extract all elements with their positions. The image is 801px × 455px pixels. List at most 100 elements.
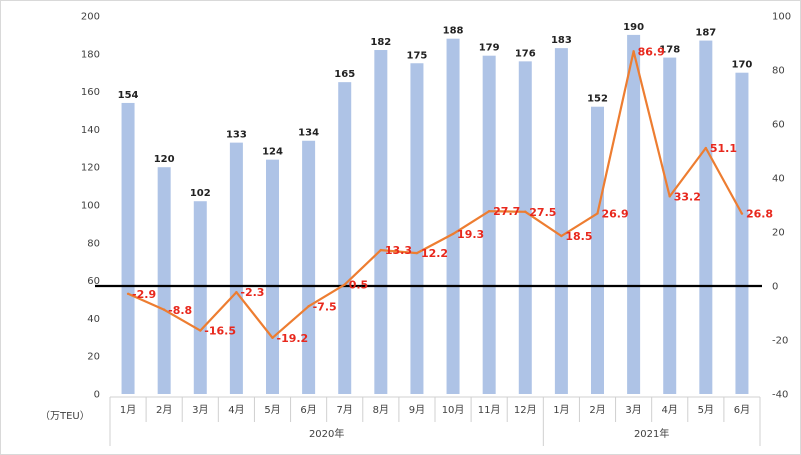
line-value-label: 51.1 bbox=[710, 142, 737, 155]
bar bbox=[446, 38, 460, 395]
line-value-label: 12.2 bbox=[421, 247, 448, 260]
y-right-tick-label: 60 bbox=[772, 120, 785, 131]
x-tick-label: 12月 bbox=[514, 404, 537, 416]
bar-value-label: 176 bbox=[515, 48, 536, 59]
bar bbox=[121, 102, 135, 394]
bar-value-label: 133 bbox=[226, 130, 247, 141]
line-point bbox=[632, 50, 635, 53]
x-tick-label: 7月 bbox=[337, 404, 353, 416]
line-point bbox=[524, 210, 527, 213]
bar bbox=[266, 159, 279, 394]
y-right-tick-label: 100 bbox=[772, 12, 791, 23]
y-left-tick-label: 20 bbox=[87, 352, 100, 363]
unit-label: （万TEU） bbox=[40, 410, 90, 422]
y-right-tick-label: -20 bbox=[772, 336, 788, 347]
y-left-tick-label: 120 bbox=[81, 163, 100, 174]
line-point bbox=[704, 146, 708, 150]
x-tick-label: 2月 bbox=[156, 404, 172, 416]
line-value-label: -16.5 bbox=[204, 325, 236, 338]
y-left-tick-label: 80 bbox=[87, 238, 100, 249]
bar bbox=[410, 63, 424, 394]
bar-value-label: 178 bbox=[659, 45, 680, 56]
bar bbox=[482, 55, 496, 394]
y-left-tick-label: 180 bbox=[81, 49, 100, 60]
axes-group: 0 20 40 60 80 100 120 140 160 180 200 -40 -20 0 20 40 60… bbox=[81, 12, 791, 446]
bar-value-label: 190 bbox=[623, 22, 644, 33]
bar bbox=[663, 57, 677, 395]
growth-line bbox=[127, 50, 743, 339]
line-value-label: 18.5 bbox=[565, 230, 592, 243]
y-left-tick-label: 100 bbox=[81, 201, 100, 212]
line-point bbox=[740, 212, 744, 215]
bar bbox=[627, 34, 641, 395]
line-value-label: 27.5 bbox=[529, 206, 556, 219]
line-value-label: 26.8 bbox=[746, 208, 773, 221]
bar-value-label: 175 bbox=[407, 50, 428, 61]
line-value-label: 26.9 bbox=[602, 207, 629, 220]
line-point bbox=[199, 329, 202, 332]
bar bbox=[229, 142, 243, 394]
x-tick-label: 5月 bbox=[698, 404, 714, 416]
bar bbox=[157, 167, 171, 394]
line-point bbox=[487, 210, 491, 213]
y-left-tick-label: 200 bbox=[81, 12, 100, 23]
line-value-label: -7.5 bbox=[313, 300, 337, 313]
line-point bbox=[668, 195, 671, 198]
year-group-label: 2020年 bbox=[309, 427, 344, 440]
line-point bbox=[451, 232, 455, 236]
bars-group bbox=[121, 34, 749, 395]
x-tick-label: 10月 bbox=[442, 404, 465, 416]
x-tick-label: 3月 bbox=[192, 404, 208, 416]
line-value-label: 86.9 bbox=[638, 45, 665, 58]
line-point bbox=[162, 308, 166, 311]
y-right-tick-label: 0 bbox=[772, 282, 778, 293]
bar-value-label: 182 bbox=[370, 37, 391, 48]
line-point bbox=[343, 283, 346, 286]
bar bbox=[554, 48, 568, 394]
x-tick-label: 4月 bbox=[228, 404, 244, 416]
year-group-label: 2021年 bbox=[634, 427, 669, 440]
x-tick-label: 1月 bbox=[553, 404, 569, 416]
y-left-tick-label: 140 bbox=[81, 125, 100, 136]
x-tick-label: 11月 bbox=[478, 404, 501, 416]
bar bbox=[193, 201, 207, 394]
line-point bbox=[307, 305, 310, 308]
y-right-tick-label: -40 bbox=[772, 390, 788, 401]
line-point bbox=[126, 292, 130, 296]
x-tick-label: 8月 bbox=[373, 404, 389, 416]
bar-value-label: 102 bbox=[190, 188, 211, 199]
line-value-label: 33.2 bbox=[674, 190, 701, 203]
bar-value-label: 187 bbox=[695, 28, 716, 39]
y-right-tick-label: 80 bbox=[772, 66, 785, 77]
y-left-tick-label: 60 bbox=[87, 276, 100, 287]
bar-value-label: 183 bbox=[551, 35, 572, 46]
line-value-label: 0.5 bbox=[349, 279, 369, 292]
y-right-tick-label: 20 bbox=[772, 228, 785, 239]
y-left-tick-label: 0 bbox=[94, 390, 100, 401]
line-point bbox=[379, 248, 383, 252]
y-right-tick-label: 40 bbox=[772, 174, 785, 185]
bar-value-label: 120 bbox=[154, 154, 175, 165]
line-point bbox=[271, 336, 274, 340]
x-tick-label: 6月 bbox=[734, 404, 750, 416]
labels-group: 154 120 102 133 124 134 165 182 175 188 179 176 183 1… bbox=[118, 22, 773, 345]
bar bbox=[518, 61, 532, 395]
bar-value-label: 188 bbox=[443, 26, 464, 37]
line-point bbox=[596, 212, 599, 215]
x-tick-label: 1月 bbox=[120, 404, 136, 416]
line-point bbox=[235, 291, 238, 294]
line-value-label: 27.7 bbox=[493, 205, 520, 218]
bar bbox=[338, 82, 352, 395]
bar-value-label: 134 bbox=[298, 128, 319, 139]
bar bbox=[374, 50, 388, 395]
x-tick-label: 4月 bbox=[662, 404, 678, 416]
line-point bbox=[415, 251, 419, 255]
y-left-tick-label: 160 bbox=[81, 87, 100, 98]
bar bbox=[699, 40, 713, 394]
line-group bbox=[126, 50, 744, 340]
bar-value-label: 170 bbox=[732, 60, 753, 71]
bar-value-label: 154 bbox=[118, 90, 139, 101]
